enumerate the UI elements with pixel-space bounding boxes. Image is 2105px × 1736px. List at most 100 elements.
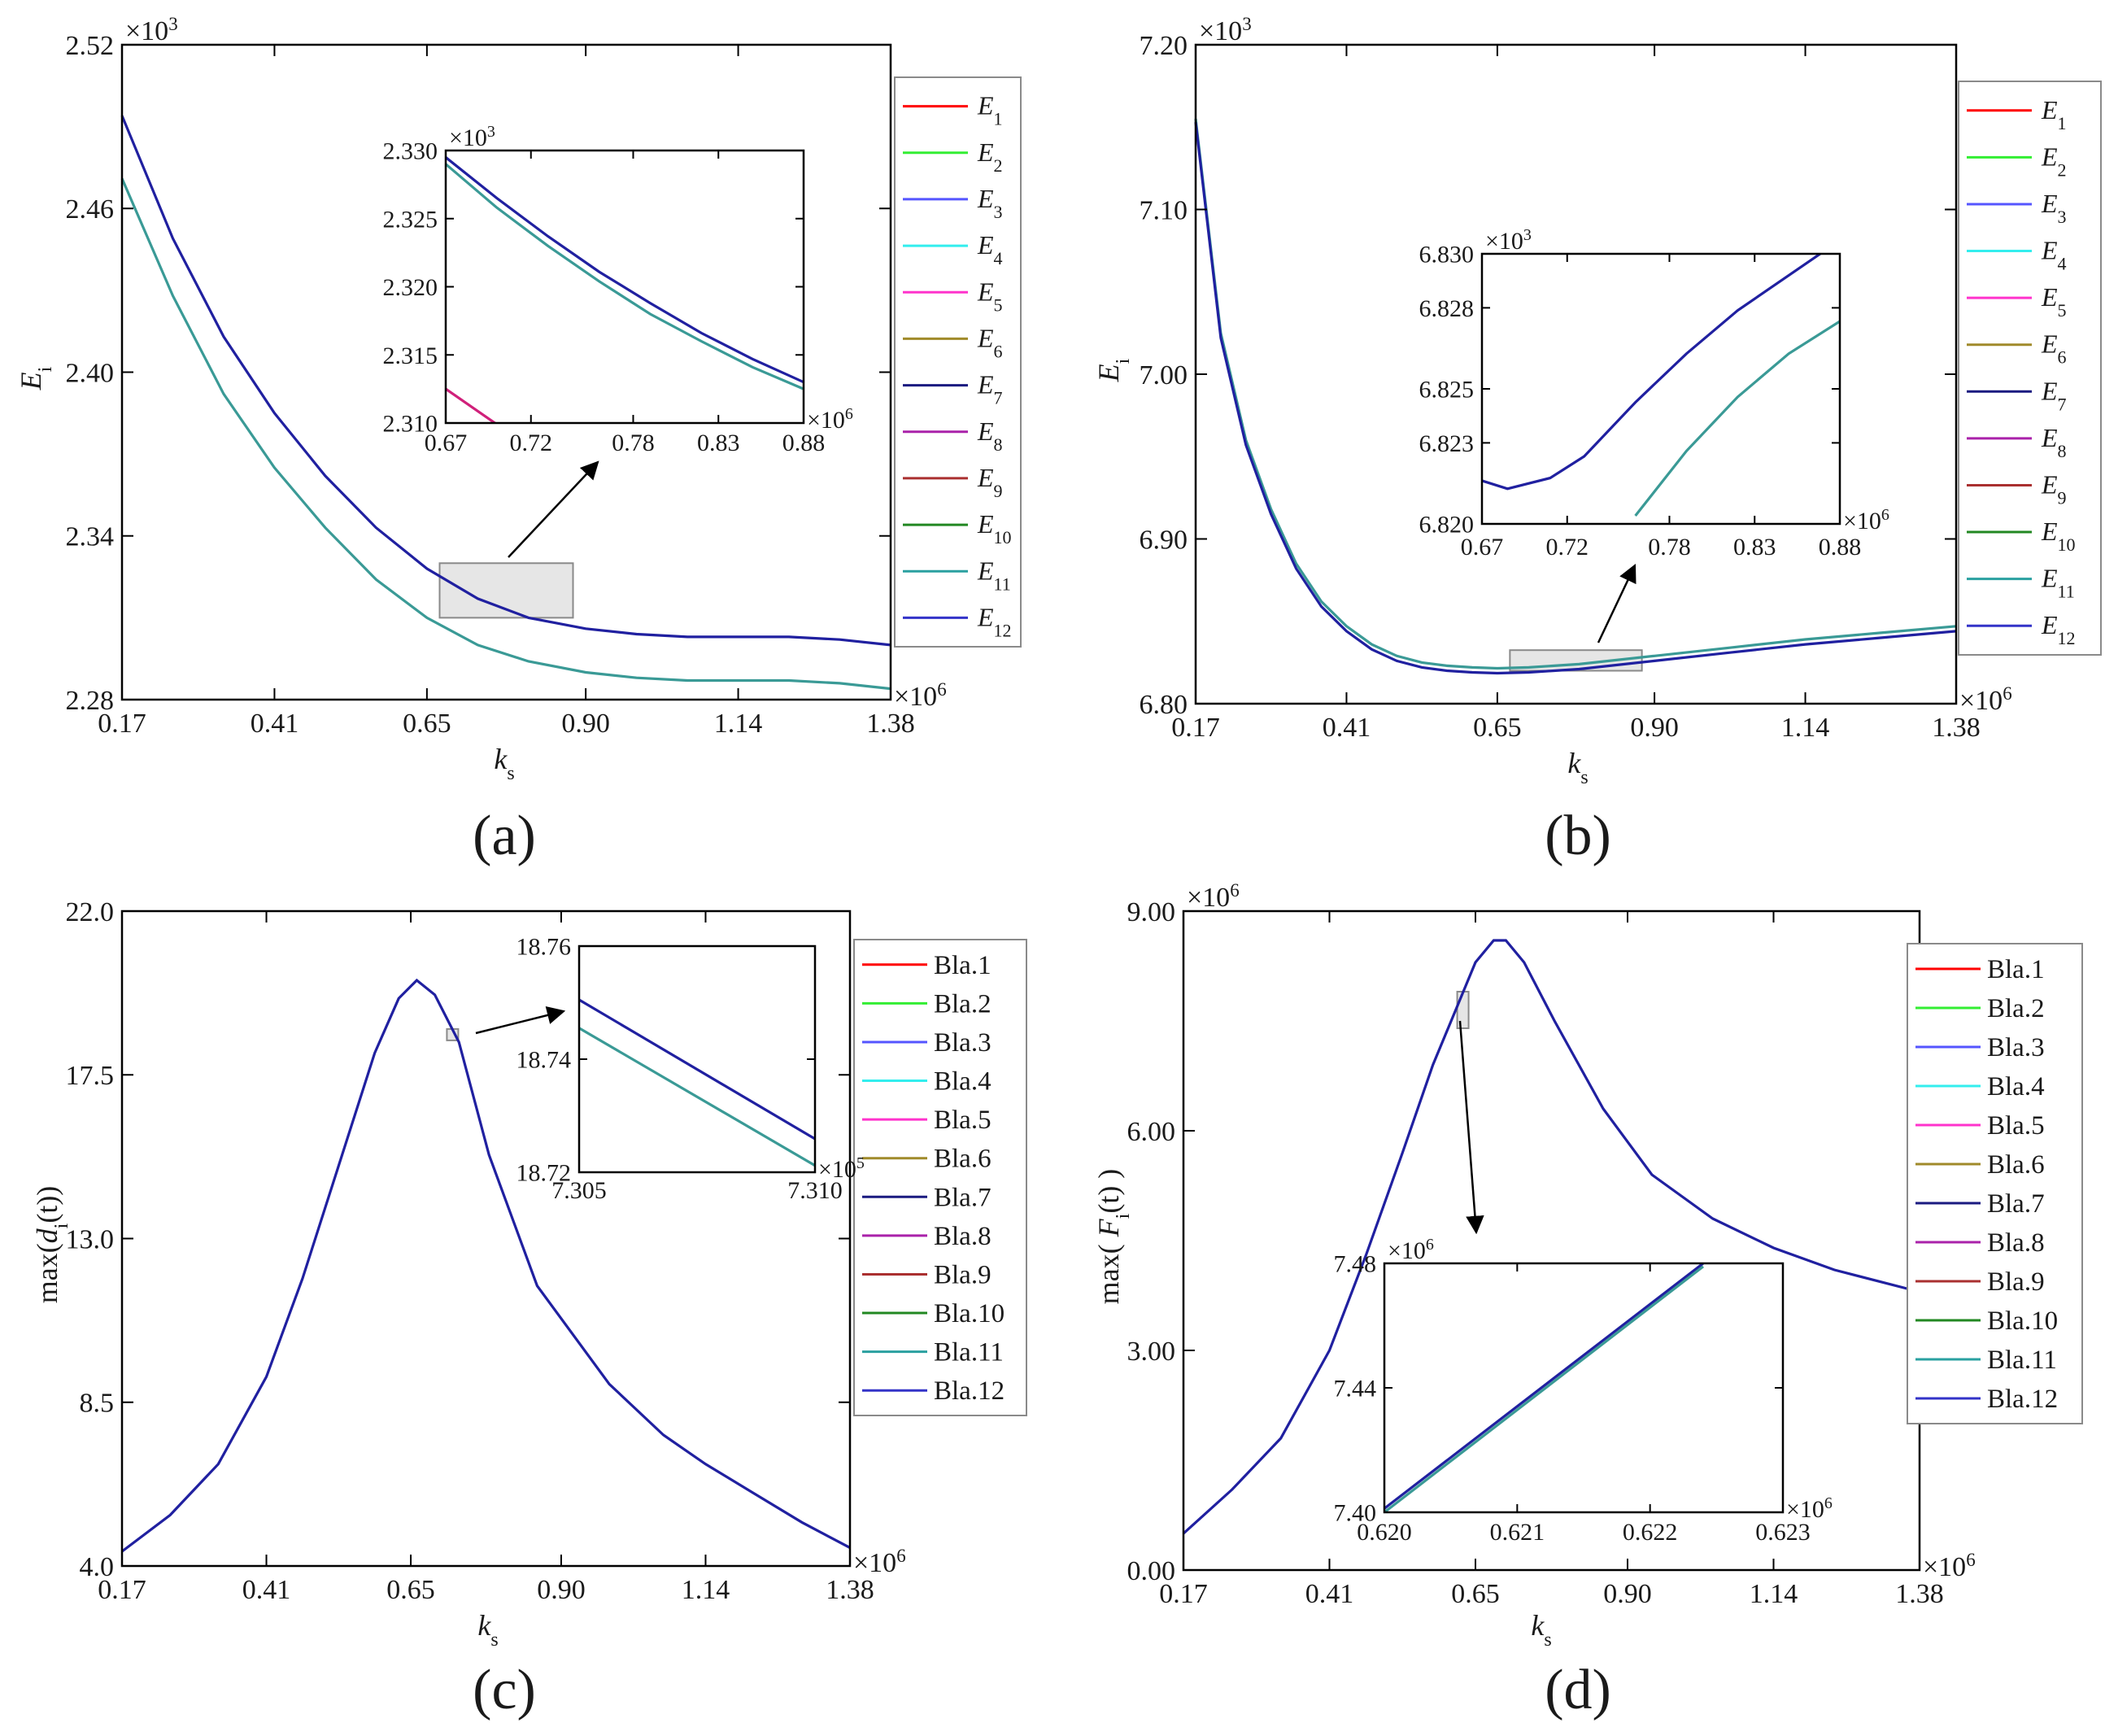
- panel-b-inset-ytick-label: 6.830: [1419, 242, 1475, 268]
- panel-c-ytick-label: 8.5: [80, 1389, 115, 1419]
- panel-c-ytick-label: 17.5: [66, 1061, 115, 1091]
- panel-a-ytick-label: 2.34: [66, 522, 115, 552]
- panel-a-inset-series-line: [446, 163, 804, 390]
- panel-c-xtick-label: 0.65: [386, 1575, 435, 1605]
- panel-b-xtick-label: 0.90: [1630, 713, 1679, 743]
- panel-d-legend-label: Bla.3: [1987, 1033, 2045, 1062]
- panel-c-inset-series-line: [579, 1027, 815, 1167]
- panel-b-xtick-label: 0.17: [1171, 713, 1220, 743]
- panel-a-legend-label: E9: [977, 463, 1003, 501]
- panel-a-inset-series-line: [446, 156, 804, 384]
- panel-c-zoom-arrow: [475, 1005, 566, 1035]
- panel-d-inset-series-line: [1384, 1263, 1704, 1510]
- panel-a-inset-y-multiplier: ×103: [449, 123, 495, 151]
- panel-b-ytick-label: 6.80: [1140, 690, 1188, 720]
- panel-b-inset-ytick-label: 6.820: [1419, 512, 1475, 539]
- panel-c-legend-label: Bla.11: [934, 1338, 1004, 1367]
- panel-d-legend-label: Bla.7: [1987, 1189, 2045, 1219]
- panel-b-xtick-label: 1.14: [1781, 713, 1830, 743]
- panel-d-inset-ytick-label: 7.40: [1334, 1500, 1377, 1527]
- panel-a-inset: 0.67 0.72 0.78 0.83 0.88 2.310 2.315 2.320 2.325…: [383, 123, 853, 456]
- panel-b-inset-ytick-label: 6.823: [1419, 430, 1475, 457]
- panel-b-xtick-label: 1.38: [1932, 713, 1981, 743]
- panel-c-ytick-label: 13.0: [66, 1224, 115, 1254]
- panel-c-inset-xtick-label: 7.305: [551, 1177, 607, 1204]
- panel-d-legend-label: Bla.6: [1987, 1150, 2045, 1180]
- panel-d-legend-label: Bla.11: [1987, 1346, 2057, 1375]
- panel-d-inset-xtick-label: 0.621: [1490, 1519, 1545, 1546]
- panel-a-xlabel: ks: [494, 743, 514, 784]
- panel-d-ytick-label: 6.00: [1127, 1117, 1176, 1147]
- panel-c-legend-label: Bla.2: [934, 989, 991, 1018]
- panel-d-inset-xtick-label: 0.623: [1755, 1519, 1811, 1546]
- panel-d-plot: 0.17 0.41 0.65 0.90 1.14 1.38 0.00 3.00 6.00 9.00…: [1092, 880, 2083, 1651]
- panel-c-plot: 0.17 0.41 0.65 0.90 1.14 1.38 4.0 8.5 13.0 17.5 22…: [31, 897, 1027, 1651]
- panel-a-inset-series-line: [446, 387, 498, 423]
- panel-d-xlabel: ks: [1531, 1609, 1551, 1651]
- panel-d-series-line: [1182, 939, 1920, 1535]
- panel-c-inset-xtick-label: 7.310: [787, 1177, 843, 1204]
- panel-b-inset-xtick-label: 0.67: [1461, 534, 1504, 560]
- panel-a-inset-ytick-label: 2.330: [383, 138, 438, 165]
- panel-a-inset-xtick-label: 0.72: [510, 430, 553, 456]
- panel-a-ylabel: Ei: [15, 366, 56, 390]
- panel-c-inset-bg: [579, 946, 815, 1172]
- panel-a-plot: 0.17 0.41 0.65 0.90 1.14 1.38 2.28 2.34 2.40 2.46…: [15, 14, 1022, 784]
- panel-b-letter: (b): [1545, 805, 1611, 867]
- panel-a-inset-xtick-label: 0.67: [425, 430, 468, 456]
- panel-a-inset-ytick-label: 2.325: [383, 206, 438, 233]
- panel-d-xtick-label: 1.14: [1750, 1579, 1798, 1609]
- panel-a-inset-xtick-label: 0.88: [782, 430, 826, 456]
- panel-d-xtick-label: 0.17: [1159, 1579, 1208, 1609]
- panel-b-inset-x-multiplier: ×106: [1843, 506, 1889, 534]
- panel-d-legend-label: Bla.8: [1987, 1228, 2045, 1258]
- panel-a-legend-label: E8: [977, 417, 1003, 455]
- panel-b-x-multiplier: ×106: [1959, 683, 2012, 716]
- panel-a-inset-ytick-label: 2.320: [383, 274, 438, 301]
- panel-b-inset-xtick-label: 0.78: [1648, 534, 1691, 560]
- panel-b-legend-label: E10: [2041, 517, 2076, 555]
- panel-c-legend-label: Bla.7: [934, 1183, 991, 1212]
- panel-c-inset: 7.305 7.310 18.72 18.74 18.76 ×105: [516, 934, 865, 1205]
- panel-d-xtick-label: 0.90: [1603, 1579, 1652, 1609]
- panel-a-xtick-label: 1.14: [714, 709, 763, 739]
- panel-c-legend-box: [853, 939, 1027, 1416]
- panel-d-inset-plot: [1384, 1263, 1704, 1512]
- panel-b-xtick-label: 0.65: [1473, 713, 1522, 743]
- panel-c-legend-label: Bla.12: [934, 1376, 1005, 1406]
- panel-a-x-multiplier: ×106: [894, 678, 947, 712]
- panel-b-legend-label: E2: [2041, 142, 2067, 180]
- panel-a-series-line: [120, 115, 891, 647]
- panel-a-series-line: [120, 177, 891, 691]
- panel-b-legend-label: E5: [2041, 282, 2067, 321]
- panel-d-legend-label: Bla.5: [1987, 1111, 2045, 1141]
- panel-d-x-multiplier: ×106: [1923, 1549, 1976, 1582]
- panel-a-legend-label: E2: [977, 137, 1003, 176]
- panel-d-inset-y-multiplier: ×106: [1388, 1236, 1434, 1264]
- panel-c-legend-label: Bla.10: [934, 1299, 1005, 1328]
- panel-b-legend-label: E11: [2041, 564, 2075, 602]
- panel-c-legend-label: Bla.6: [934, 1145, 991, 1174]
- panel-d-xtick-label: 0.41: [1305, 1579, 1354, 1609]
- panel-b: 0.17 0.41 0.65 0.90 1.14 1.38 6.80 6.90 7.00 7.10…: [1092, 14, 2102, 867]
- panel-a-y-multiplier: ×103: [125, 14, 178, 47]
- panel-d-y-multiplier: ×106: [1187, 880, 1240, 914]
- panel-d-inset-bg: [1384, 1263, 1783, 1512]
- panel-a-legend-box: [894, 76, 1022, 648]
- panel-d-inset: 0.620 0.621 0.622 0.623 7.40 7.44 7.48 ×106 ×106: [1334, 1236, 1833, 1546]
- panel-a-xtick-label: 1.38: [866, 709, 915, 739]
- panel-b-ytick-label: 6.90: [1140, 525, 1188, 555]
- panel-a: 0.17 0.41 0.65 0.90 1.14 1.38 2.28 2.34 2.40 2.46…: [15, 14, 1022, 867]
- panel-c-ytick-label: 22.0: [66, 897, 115, 927]
- panel-c-ytick-label: 4.0: [80, 1552, 115, 1582]
- panel-b-xtick-label: 0.41: [1323, 713, 1371, 743]
- panel-a-inset-x-multiplier: ×106: [807, 405, 853, 434]
- panel-d-legend-label: Bla.1: [1987, 955, 2045, 984]
- panel-c-x-multiplier: ×106: [853, 1545, 906, 1578]
- panel-a-xtick-label: 0.41: [251, 709, 299, 739]
- panel-b-legend-label: E3: [2041, 189, 2067, 227]
- panel-b-legend-box: [1958, 81, 2102, 656]
- panel-b-y-multiplier: ×103: [1199, 14, 1252, 47]
- panel-d-ytick-label: 3.00: [1127, 1337, 1176, 1367]
- panel-b-series-line: [1194, 118, 1957, 670]
